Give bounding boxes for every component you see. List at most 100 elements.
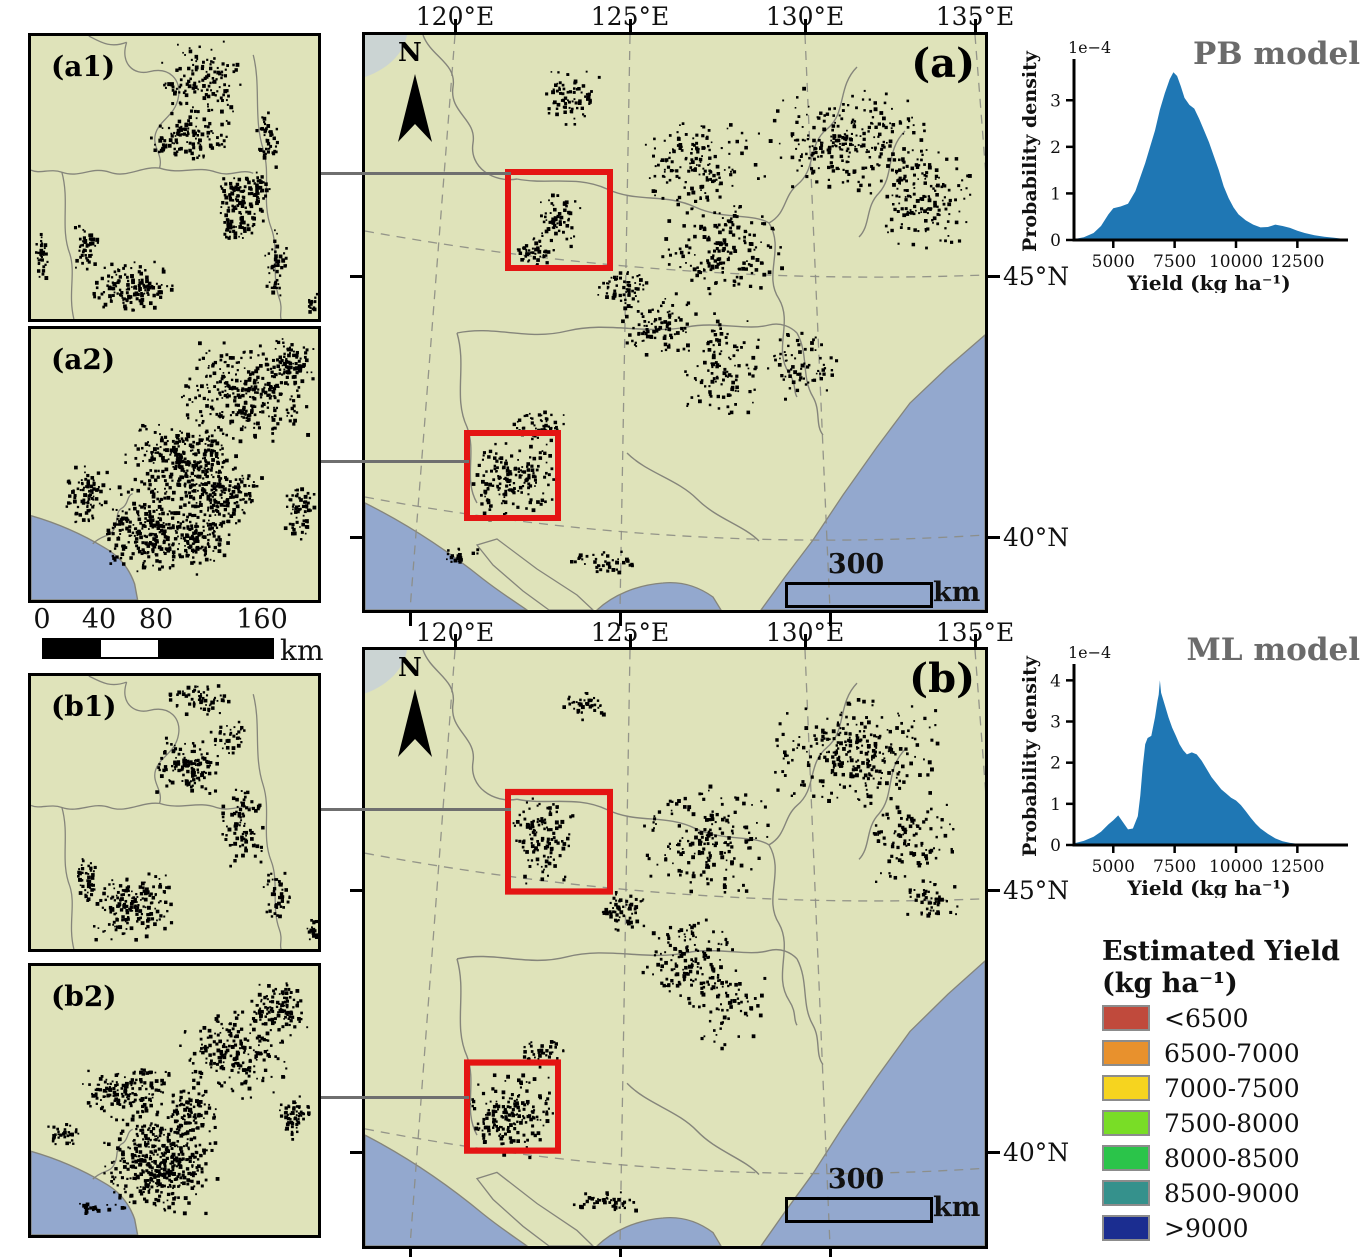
inset-b1-label: (b1): [51, 690, 117, 723]
axis-tick: [408, 1249, 412, 1257]
connector-line-b1: [321, 808, 511, 811]
panel-b-label: (b): [909, 655, 975, 702]
admin-boundary: [626, 452, 760, 542]
axis-offset-label: 1e−4: [1068, 38, 1111, 57]
legend-item: <6500: [1102, 1001, 1362, 1035]
y-axis-title: Probability density: [1022, 655, 1041, 857]
legend-color-swatch: [1102, 1040, 1150, 1066]
north-label-b: N: [398, 653, 422, 683]
axis-tick: [828, 1249, 832, 1257]
axis-tick: [350, 888, 362, 892]
inset-extent-rectangle: [505, 169, 613, 271]
yield-pixels: [34, 40, 318, 314]
connector-line-a1: [321, 172, 511, 175]
map-a: [365, 35, 985, 610]
legend-title-units: (kg ha⁻¹): [1102, 968, 1238, 999]
axis-tick: [988, 535, 1000, 539]
y-tick-label: 1: [1050, 184, 1061, 204]
legend-color-swatch: [1102, 1180, 1150, 1206]
y-tick-label: 0: [1050, 836, 1061, 856]
y-tick-label: 3: [1050, 91, 1061, 111]
y-tick-label: 3: [1050, 713, 1061, 733]
sea-area: [31, 514, 139, 600]
legend: Estimated Yield (kg ha⁻¹) <6500 6500-7000…: [1102, 936, 1362, 1245]
map-b-scalebar-unit: km: [933, 1192, 981, 1223]
scalebar-tick-label: 80: [138, 604, 174, 635]
land-area: [31, 676, 318, 949]
inset-extent-rectangle: [464, 1059, 561, 1154]
x-tick-label: 7500: [1153, 857, 1196, 877]
graticule-line: [974, 35, 985, 172]
axis-tick: [973, 19, 977, 32]
admin-boundary: [456, 332, 478, 504]
inset-extent-rectangle: [464, 430, 561, 521]
legend-item: 6500-7000: [1102, 1036, 1362, 1070]
admin-boundary: [88, 36, 127, 46]
axis-tick: [618, 613, 622, 626]
axis-tick: [618, 1249, 622, 1257]
scalebar-segment: [101, 640, 158, 657]
admin-boundary: [456, 958, 478, 1136]
axis-tick: [350, 1150, 362, 1154]
scalebar-tick-label: 160: [236, 604, 288, 635]
admin-boundary: [516, 798, 770, 846]
axis-tick: [628, 19, 632, 32]
axis-tick: [803, 634, 807, 647]
yield-pixels: [65, 338, 317, 576]
y-tick-label: 2: [1050, 138, 1061, 158]
admin-boundary: [768, 682, 858, 846]
y-tick-label: 0: [1050, 231, 1061, 251]
admin-boundary: [92, 492, 133, 545]
north-label-a: N: [398, 38, 422, 68]
latitude-label: 40°N: [1003, 1138, 1070, 1167]
admin-boundary: [768, 844, 798, 1026]
ml-model-title: ML model: [1186, 632, 1360, 668]
map-a-scalebar: [785, 582, 933, 608]
admin-boundary: [456, 323, 798, 336]
axis-tick: [828, 613, 832, 626]
inset-map-b2: (b2): [28, 963, 321, 1238]
inset-a2-label: (a2): [51, 343, 116, 376]
admin-boundary: [61, 172, 75, 319]
legend-item-label: 6500-7000: [1164, 1038, 1300, 1068]
x-tick-label: 5000: [1092, 252, 1135, 272]
admin-boundary: [159, 167, 254, 175]
inset-a2-map: [31, 329, 318, 600]
legend-item-label: 8000-8500: [1164, 1143, 1300, 1173]
latitude-label: 40°N: [1003, 523, 1070, 552]
admin-boundary: [858, 130, 906, 238]
north-arrow-icon: [398, 689, 432, 757]
scalebar-segment: [44, 640, 101, 657]
axis-tick: [628, 634, 632, 647]
map-b-scalebar-distance: 300: [827, 1164, 885, 1195]
ml-model-histogram: 0 1 2 3 4 5000 7500 10000 12500 1e−4 Probability d…: [1022, 643, 1348, 898]
legend-item-label: 7500-8000: [1164, 1108, 1300, 1138]
x-tick-label: 12500: [1270, 857, 1324, 877]
map-panel-b: [362, 647, 988, 1249]
axis-tick: [988, 274, 1000, 278]
y-tick-label: 2: [1050, 754, 1061, 774]
axis-offset-label: 1e−4: [1068, 643, 1111, 662]
axis-tick: [973, 634, 977, 647]
sea-area: [760, 334, 985, 610]
latitude-label: 45°N: [1003, 876, 1070, 905]
inset-scalebar: 0 40 80 160 km: [30, 604, 350, 667]
admin-boundary: [858, 748, 906, 860]
yield-pixels: [47, 982, 311, 1216]
axis-tick: [350, 535, 362, 539]
x-tick-label: 5000: [1092, 857, 1135, 877]
scalebar-segment: [158, 640, 272, 657]
x-axis-title: Yield (kg ha⁻¹): [1126, 271, 1290, 293]
legend-title: Estimated Yield: [1102, 936, 1340, 967]
graticule-line: [365, 852, 985, 902]
pb-model-histogram: 0 1 2 3 5000 7500 10000 12500 1e−4 Probability de…: [1022, 38, 1348, 293]
legend-color-swatch: [1102, 1145, 1150, 1171]
map-a-scalebar-distance: 300: [827, 549, 885, 580]
inset-b2-label: (b2): [51, 980, 117, 1013]
inset-b1-map: [31, 676, 318, 949]
graticule-line: [365, 230, 985, 278]
axis-tick: [453, 19, 457, 32]
legend-item-label: >9000: [1164, 1213, 1249, 1243]
axis-tick: [350, 274, 362, 278]
inset-a1-map: [31, 36, 318, 319]
